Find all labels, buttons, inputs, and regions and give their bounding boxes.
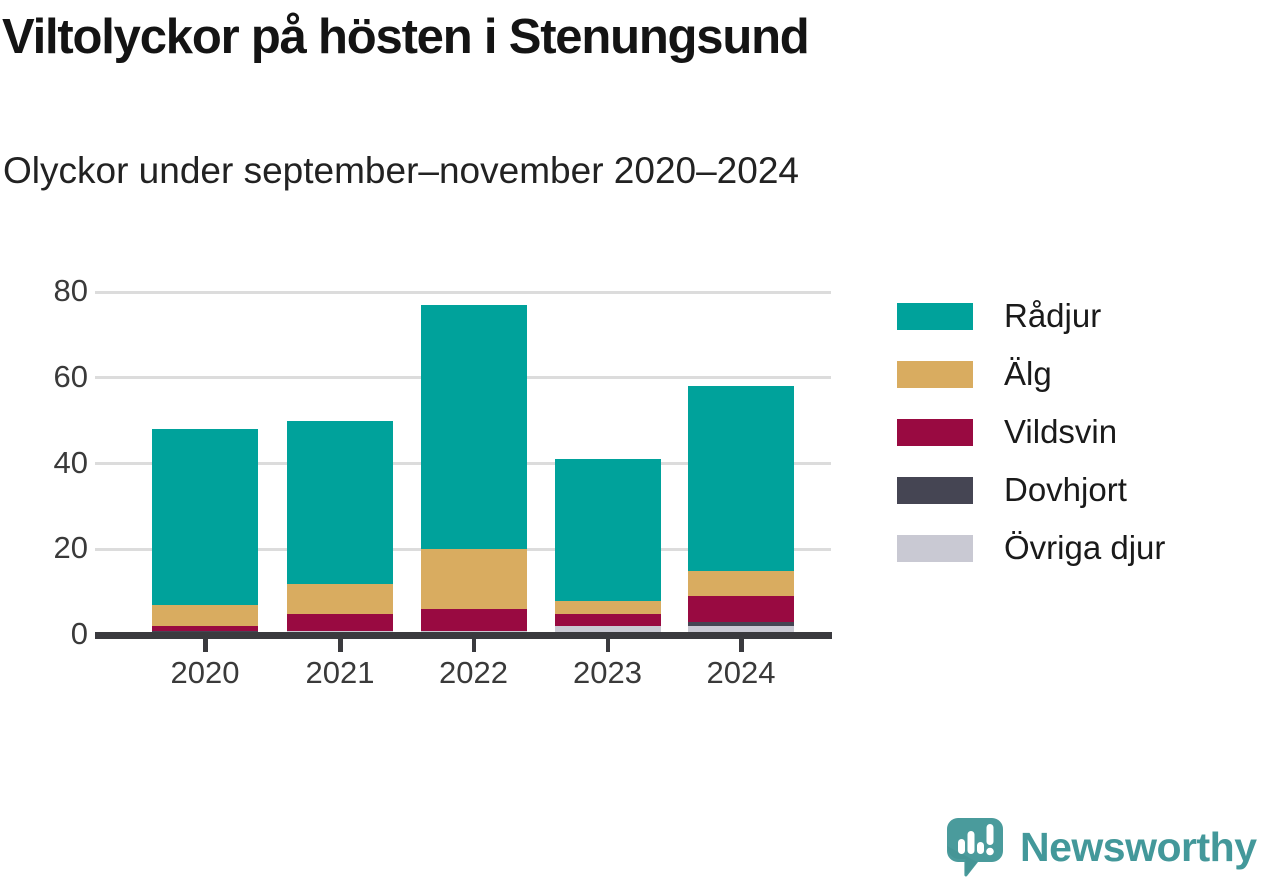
x-tick-label: 2022 bbox=[439, 655, 508, 690]
legend-item: Övriga djur bbox=[897, 529, 1165, 566]
bar-segment bbox=[420, 549, 527, 610]
legend-item: Vildsvin bbox=[897, 413, 1165, 450]
y-tick-label: 80 bbox=[53, 273, 88, 308]
x-tick bbox=[338, 638, 343, 652]
bar-segment bbox=[152, 626, 258, 631]
y-tick-label: 20 bbox=[53, 530, 88, 566]
bar-segment bbox=[688, 570, 794, 597]
bar-segment bbox=[287, 613, 393, 631]
bar-segment bbox=[287, 583, 393, 614]
x-tick bbox=[605, 638, 610, 652]
brand-wordmark: Newsworthy bbox=[1020, 823, 1257, 870]
x-tick-label: 2020 bbox=[170, 655, 240, 690]
newsworthy-logo-icon bbox=[947, 818, 1003, 877]
brand-footer: Newsworthy bbox=[944, 816, 1257, 878]
x-tick bbox=[203, 638, 208, 652]
bar-segment bbox=[688, 626, 794, 635]
bar-segment bbox=[420, 304, 527, 550]
y-tick-label: 40 bbox=[53, 444, 88, 480]
x-tick-label: 2021 bbox=[305, 655, 375, 690]
bar-segment bbox=[420, 609, 527, 631]
bar-segment bbox=[554, 626, 661, 635]
bar-segment bbox=[688, 596, 794, 623]
legend-label: Övriga djur bbox=[1004, 529, 1166, 566]
legend-swatch bbox=[897, 360, 973, 388]
x-tick bbox=[739, 638, 744, 652]
bar-segment bbox=[554, 613, 661, 627]
chart-title: Viltolyckor på hösten i Stenungsund bbox=[2, 10, 810, 64]
y-tick-label: 60 bbox=[53, 358, 88, 394]
legend-swatch bbox=[897, 418, 973, 446]
bar-segment bbox=[554, 459, 661, 601]
y-tick-label: 0 bbox=[70, 616, 88, 651]
x-axis-line bbox=[95, 632, 832, 639]
bar-segment bbox=[152, 429, 258, 605]
legend-label: Dovhjort bbox=[1004, 471, 1127, 508]
bar-segment bbox=[688, 386, 794, 571]
legend-label: Älg bbox=[1004, 355, 1052, 392]
bar-segment bbox=[554, 600, 661, 614]
chart-subtitle: Olyckor under september–november 2020–20… bbox=[3, 150, 799, 191]
y-gridline bbox=[95, 290, 831, 294]
bar-segment bbox=[688, 622, 794, 627]
legend-item: Rådjur bbox=[897, 297, 1165, 334]
bar-segment bbox=[152, 604, 258, 627]
bar-segment bbox=[287, 420, 393, 584]
x-tick-label: 2023 bbox=[573, 655, 642, 690]
legend-swatch bbox=[897, 534, 973, 562]
legend-swatch bbox=[897, 302, 973, 330]
legend-swatch bbox=[897, 476, 973, 504]
legend-label: Vildsvin bbox=[1004, 413, 1118, 450]
legend-item: Älg bbox=[897, 355, 1165, 392]
x-tick bbox=[471, 638, 476, 652]
legend-label: Rådjur bbox=[1004, 297, 1102, 334]
chart-legend: Rådjur Älg Vildsvin Dovhjort Övriga djur bbox=[897, 297, 1165, 592]
legend-item: Dovhjort bbox=[897, 471, 1165, 508]
x-tick-label: 2024 bbox=[706, 655, 776, 690]
